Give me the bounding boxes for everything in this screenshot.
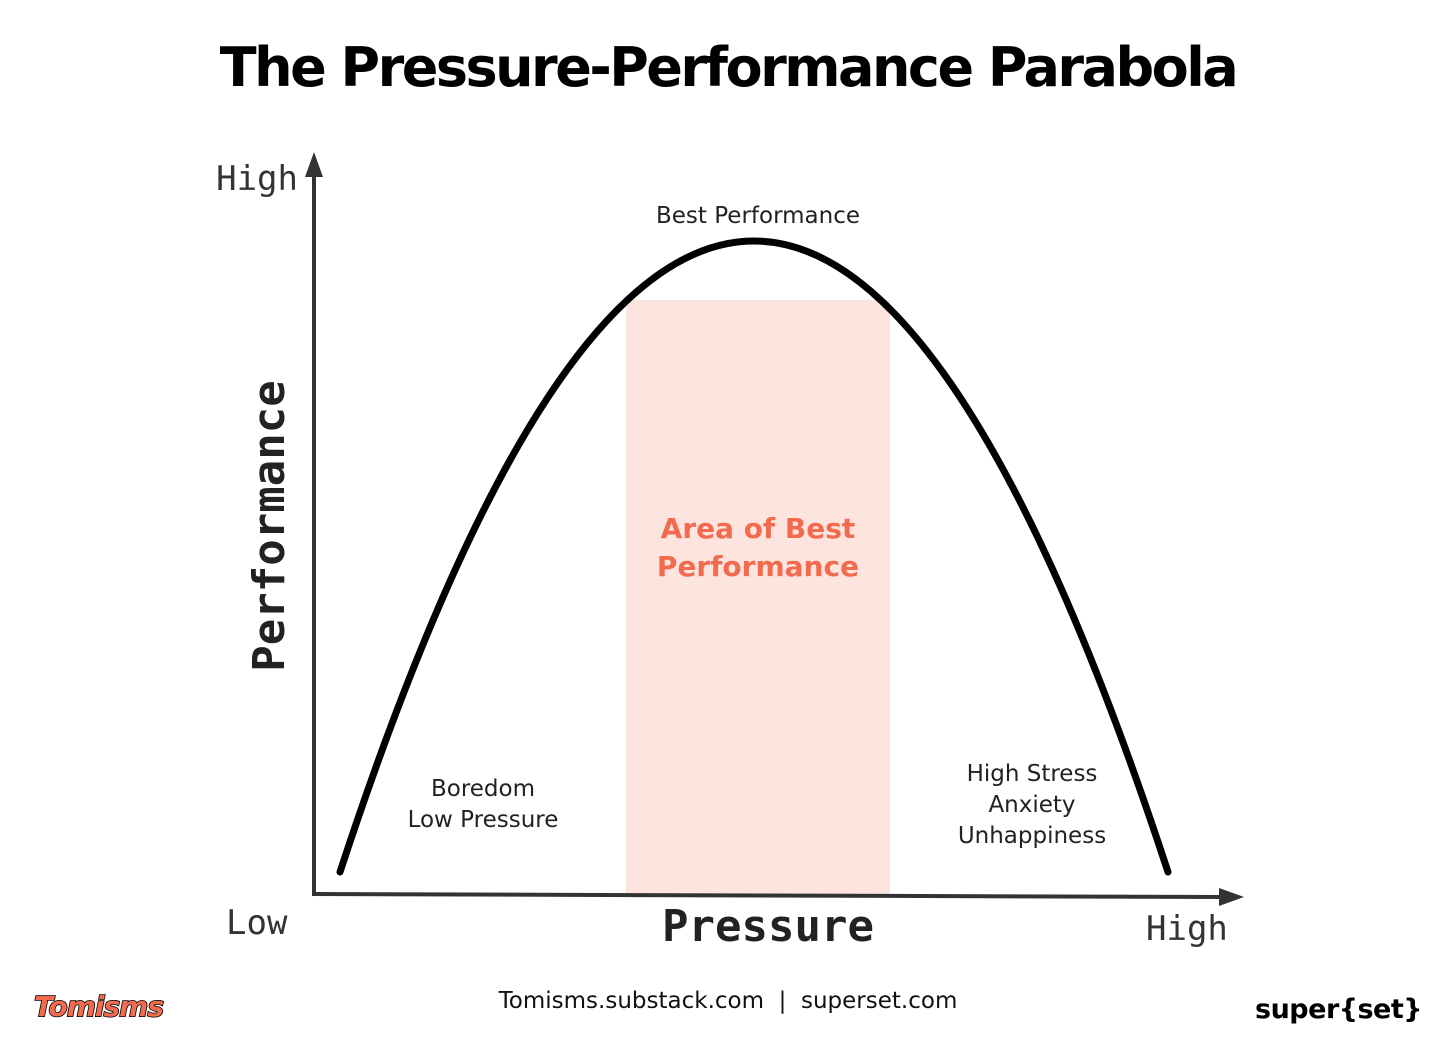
tomisms-logo-mark: Tomisms — [33, 989, 165, 1024]
right-region-line1: High Stress — [967, 761, 1098, 787]
best-performance-zone — [626, 300, 890, 894]
zone-label-line1: Area of Best — [661, 512, 856, 545]
performance-curve — [336, 237, 1172, 876]
peak-label: Best Performance — [656, 203, 860, 229]
x-axis-arrow-icon — [1219, 888, 1244, 906]
y-axis-high-label: High — [216, 159, 298, 199]
x-axis-low-label: Low — [226, 903, 288, 943]
x-axis-title: Pressure — [662, 901, 874, 952]
tomisms-logo-text: Tomisms — [34, 990, 163, 1023]
right-region-line3: Unhappiness — [958, 823, 1106, 849]
x-axis-high-label: High — [1146, 909, 1228, 949]
left-region-line2: Low Pressure — [408, 807, 559, 833]
zone-label-line2: Performance — [657, 550, 859, 583]
page-title: The Pressure-Performance Parabola — [219, 36, 1239, 99]
left-region-line1: Boredom — [431, 776, 535, 802]
y-axis-title: Performance — [244, 380, 295, 671]
superset-brand: super{set} — [1255, 994, 1422, 1025]
footer-links: Tomisms.substack.com | superset.com — [498, 988, 958, 1014]
tomisms-logo: Tomisms — [32, 986, 192, 1033]
x-axis-line — [311, 892, 1223, 899]
right-region-line2: Anxiety — [988, 792, 1075, 818]
y-axis-arrow-icon — [305, 152, 323, 177]
